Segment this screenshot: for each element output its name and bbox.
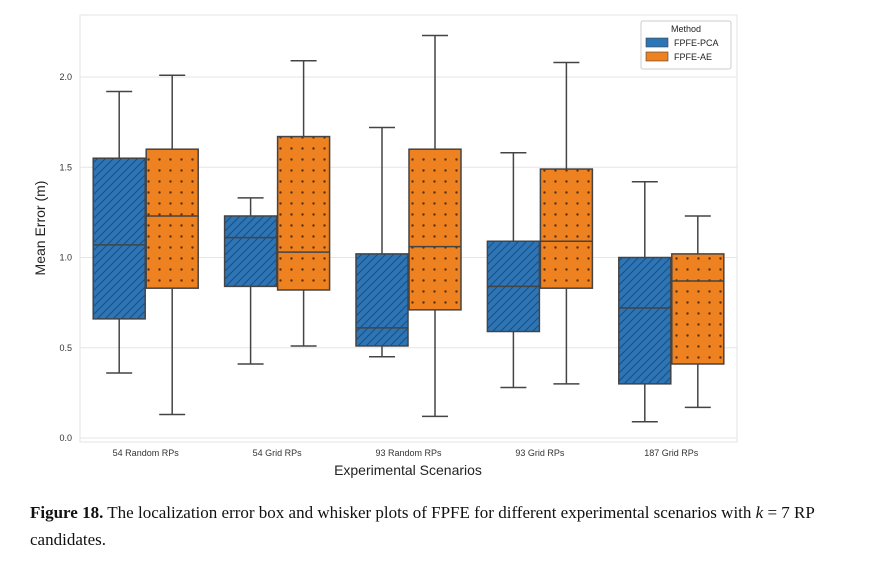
box-pca [92, 90, 146, 374]
caption-text-1: The localization error box and whisker p… [103, 503, 756, 522]
iqr-box [92, 157, 146, 320]
box-pca [618, 180, 672, 423]
iqr-box [408, 148, 462, 311]
legend-label-pca: FPFE-PCA [674, 38, 719, 48]
iqr-box [539, 168, 594, 289]
y-tick-labels: 0.0 0.5 1.0 1.5 2.0 [59, 72, 72, 443]
legend-swatch-ae [645, 51, 669, 62]
legend: Method FPFE-PCA FPFE-AE [640, 20, 732, 70]
y-tick-label: 1.5 [59, 162, 72, 172]
box-pca [486, 152, 541, 389]
box-pca [355, 126, 409, 358]
box-plots [92, 34, 725, 423]
box-ae [145, 74, 199, 416]
iqr-box [671, 253, 725, 365]
x-tick-label: 93 Grid RPs [515, 448, 565, 458]
x-tick-label: 187 Grid RPs [644, 448, 699, 458]
box-ae [671, 215, 725, 409]
box-pca [223, 197, 278, 365]
iqr-box [145, 148, 199, 289]
x-axis-label: Experimental Scenarios [334, 462, 482, 478]
iqr-box [276, 135, 331, 291]
x-tick-label: 54 Grid RPs [253, 448, 303, 458]
y-tick-label: 1.0 [59, 253, 72, 263]
legend-title: Method [671, 24, 701, 34]
y-axis-label: Mean Error (m) [32, 181, 48, 276]
legend-label-ae: FPFE-AE [674, 52, 712, 62]
y-tick-label: 0.0 [59, 433, 72, 443]
caption-k: k [755, 503, 764, 522]
x-tick-label: 93 Random RPs [375, 448, 442, 458]
caption-text-2: = 7 RP candidates. [30, 503, 815, 549]
legend-swatch-pca [645, 37, 669, 48]
x-tick-labels: 54 Random RPs 54 Grid RPs 93 Random RPs 93 … [113, 448, 699, 458]
caption-label: Figure 18. [30, 503, 104, 522]
iqr-box [618, 256, 672, 385]
box-ae [539, 61, 594, 385]
x-tick-label: 54 Random RPs [113, 448, 180, 458]
box-ae [276, 60, 331, 347]
iqr-box [355, 253, 409, 347]
box-ae [408, 34, 462, 418]
y-tick-label: 2.0 [59, 72, 72, 82]
figure-caption: Figure 18. The localization error box an… [30, 499, 870, 553]
y-tick-label: 0.5 [59, 343, 72, 353]
iqr-box [223, 215, 278, 288]
figure: 0.0 0.5 1.0 1.5 2.0 54 Random RPs 54 Grid RPs… [32, 14, 738, 478]
